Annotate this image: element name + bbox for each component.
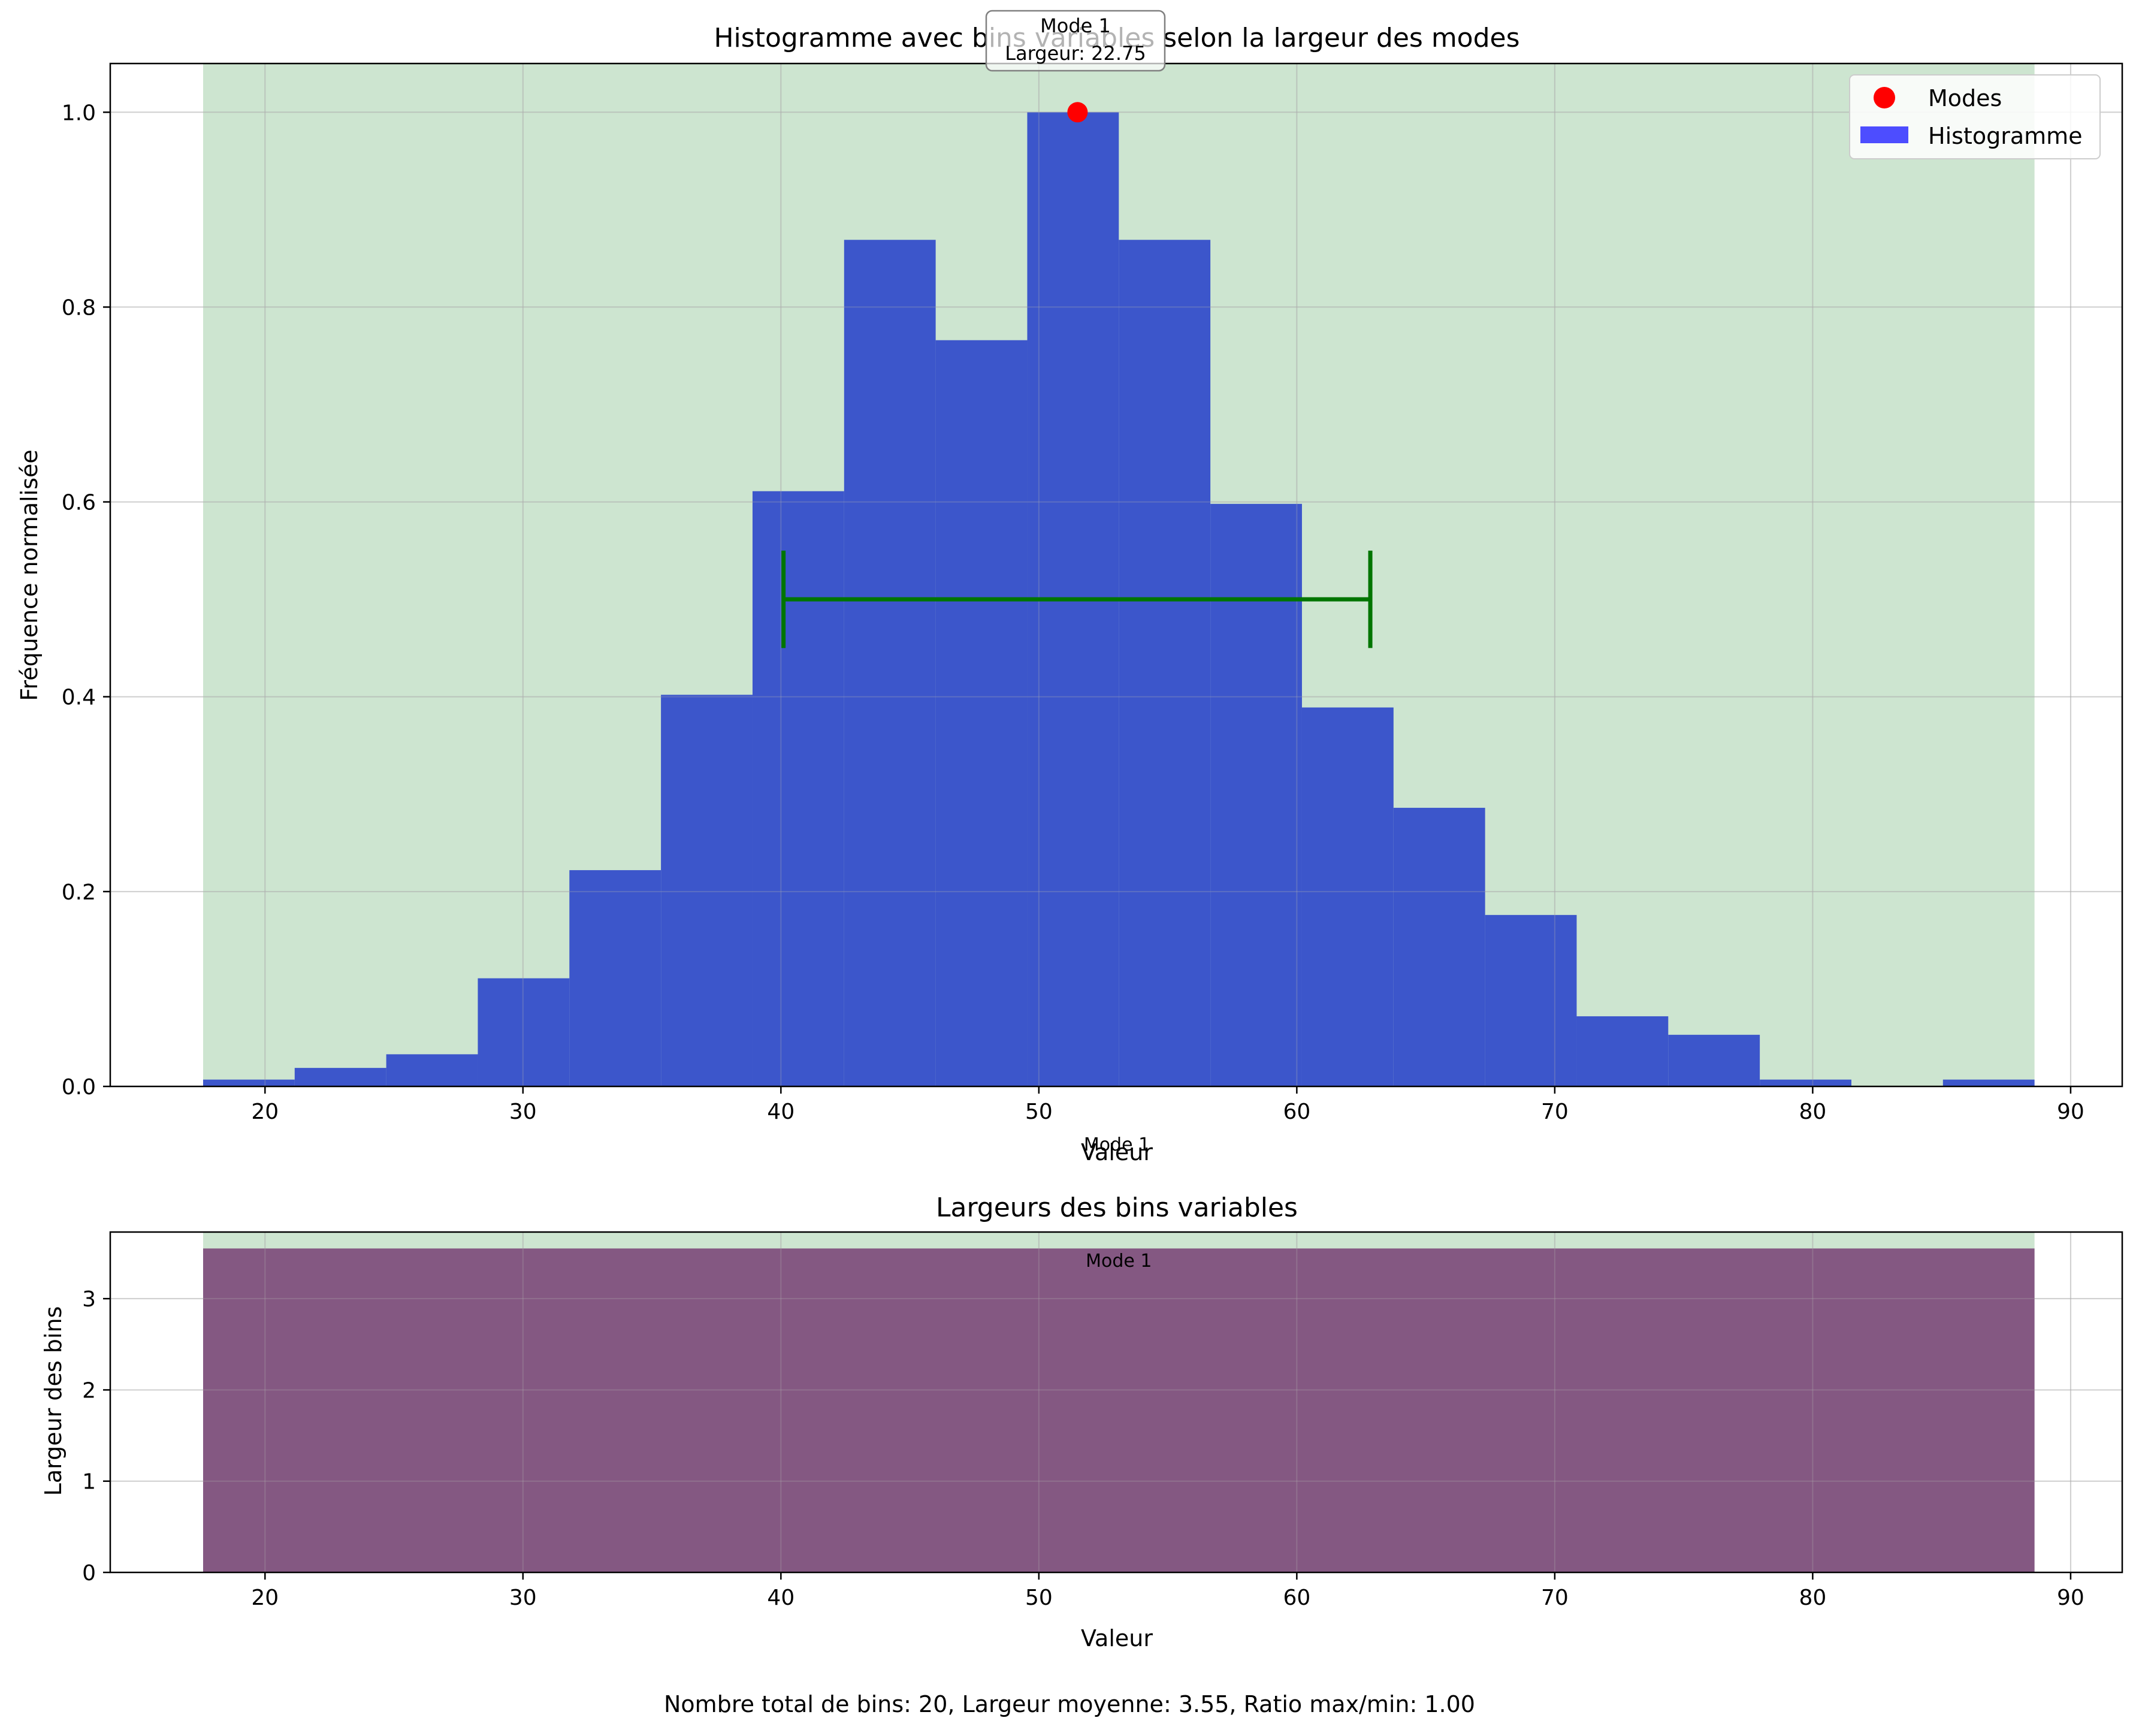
bar: [752, 491, 844, 1086]
bin-width-chart: 20 30 40 50 60 70 80 90 0 1 2 3 Mode 1 Largeurs de…: [40, 1192, 2123, 1652]
y-tick-label: 0.8: [62, 295, 96, 320]
bar: [1119, 240, 1211, 1086]
mode-annotation-box: [985, 10, 1166, 72]
bin-mode-label: Mode 1: [1086, 1251, 1152, 1272]
y-tick-label: 3: [82, 1287, 96, 1312]
bar: [203, 1248, 2035, 1572]
bar: [1210, 503, 1302, 1086]
bar: [1942, 1079, 2035, 1086]
x-tick-label: 20: [251, 1100, 279, 1124]
histogram-chart: 20 30 40 50 60 70 80 90 0.0 0.2 0.4 0.6 0.8 1.0 Hist…: [16, 10, 2123, 1166]
legend-modes-label: Modes: [1928, 85, 2002, 111]
footer-summary: Nombre total de bins: 20, Largeur moyenn…: [664, 1691, 1475, 1717]
y-axis-label: Largeur des bins: [40, 1306, 67, 1496]
bar: [1301, 707, 1394, 1086]
x-tick-label: 80: [1799, 1100, 1826, 1124]
y-axis-ticks: 0.0 0.2 0.4 0.6 0.8 1.0: [62, 101, 110, 1100]
bin-width-bars: [203, 1248, 2035, 1572]
x-axis-ticks: 20 30 40 50 60 70 80 90: [251, 1086, 2084, 1124]
bar: [1393, 808, 1485, 1086]
x-tick-label: 40: [767, 1100, 794, 1124]
bar: [1760, 1079, 1851, 1086]
mode-annotation-width: Largeur: 22.75: [1005, 42, 1146, 65]
mode-annotation-title: Mode 1: [1040, 14, 1111, 37]
x-axis-ticks: 20 30 40 50 60 70 80 90: [251, 1572, 2084, 1610]
bar: [386, 1054, 478, 1086]
y-tick-label: 1: [82, 1470, 96, 1495]
y-axis-label: Fréquence normalisée: [16, 449, 43, 701]
bar: [203, 1079, 295, 1086]
bar: [478, 978, 570, 1086]
bar: [661, 695, 753, 1086]
x-tick-label: 50: [1025, 1100, 1053, 1124]
x-tick-label: 50: [1025, 1586, 1053, 1610]
axis-mode-label: Mode 1: [1084, 1134, 1150, 1155]
bar: [569, 870, 661, 1086]
x-tick-label: 80: [1799, 1586, 1826, 1610]
bar: [1576, 1016, 1669, 1086]
legend-box: [1849, 74, 2101, 159]
y-tick-label: 0.2: [62, 880, 96, 905]
mode-points: [1067, 102, 1088, 123]
x-axis-label: Valeur: [1081, 1139, 1153, 1166]
legend: Modes Histogramme: [1849, 74, 2101, 159]
x-tick-label: 60: [1283, 1100, 1310, 1124]
mode-point: [1067, 102, 1088, 123]
plot-frame: [109, 1231, 2123, 1574]
bar: [1668, 1034, 1760, 1086]
x-tick-label: 20: [251, 1586, 279, 1610]
x-tick-label: 30: [509, 1100, 537, 1124]
mode-width-bar: [781, 550, 1373, 648]
legend-histogram-patch: [1860, 126, 1908, 143]
y-tick-label: 0.0: [62, 1075, 96, 1100]
legend-histogram-label: Histogramme: [1928, 123, 2083, 149]
bar: [935, 340, 1028, 1086]
y-tick-label: 0.4: [62, 686, 96, 710]
y-tick-label: 0.6: [62, 491, 96, 515]
x-axis-label: Valeur: [1081, 1625, 1153, 1652]
y-tick-label: 2: [82, 1378, 96, 1403]
y-tick-label: 1.0: [62, 101, 96, 125]
bar: [294, 1068, 386, 1086]
x-tick-label: 30: [509, 1586, 537, 1610]
y-axis-ticks: 0 1 2 3: [82, 1287, 110, 1586]
x-tick-label: 60: [1283, 1586, 1310, 1610]
bar: [1485, 914, 1577, 1086]
x-tick-label: 70: [1541, 1100, 1569, 1124]
x-tick-label: 90: [2057, 1100, 2084, 1124]
x-tick-label: 90: [2057, 1586, 2084, 1610]
mode-annotation: Mode 1 Largeur: 22.75: [985, 10, 1166, 72]
legend-modes-marker: [1874, 87, 1895, 108]
x-tick-label: 40: [767, 1586, 794, 1610]
y-tick-label: 0: [82, 1561, 96, 1586]
x-tick-label: 70: [1541, 1586, 1569, 1610]
bar: [844, 240, 936, 1086]
chart-title: Largeurs des bins variables: [936, 1192, 1298, 1223]
